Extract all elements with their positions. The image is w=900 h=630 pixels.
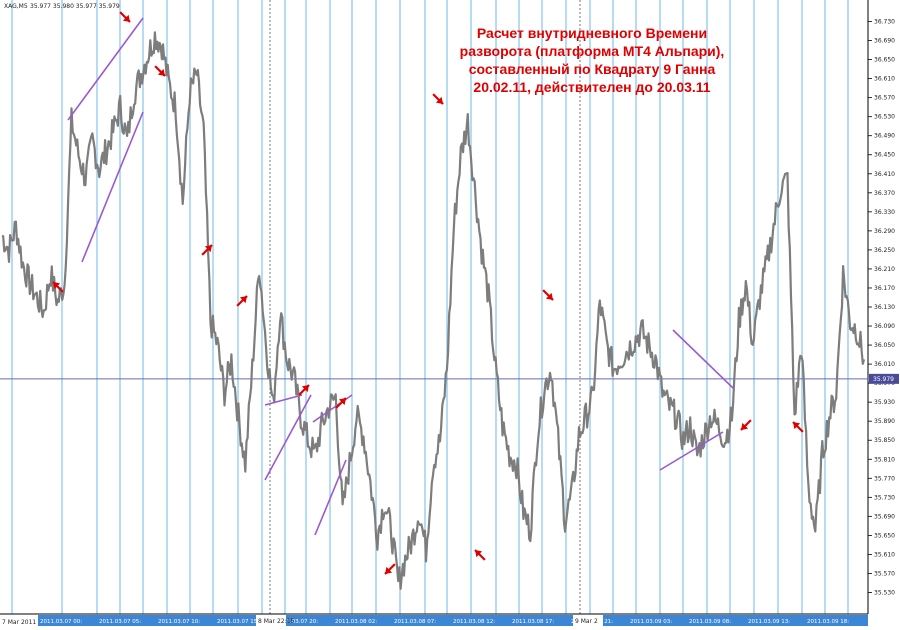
y-tick-label-16: 36.090 xyxy=(874,323,895,330)
trend-line-5 xyxy=(314,459,347,536)
reversal-arrow-1 xyxy=(154,65,166,77)
reversal-arrows xyxy=(52,11,804,575)
y-tick-label-8: 36.410 xyxy=(874,171,895,178)
reversal-arrow-8 xyxy=(384,563,396,575)
annotation-line-4: 20.02.11, действителен до 20.03.11 xyxy=(473,79,710,95)
x-mid-label-bg-1 xyxy=(573,615,603,626)
x-tick-label-0: 2011.03.07 00: xyxy=(40,619,82,625)
reversal-arrow-0 xyxy=(119,11,131,23)
y-tick-label-27: 35.650 xyxy=(874,532,895,539)
x-mid-label-1: 9 Mar 2 xyxy=(575,618,598,625)
trend-line-2 xyxy=(264,394,303,406)
y-axis: 36.730 36.690 36.650 36.610 36.570 36.530 36.4… xyxy=(867,0,895,614)
y-tick-label-30: 35.530 xyxy=(874,589,895,596)
reversal-arrow-12 xyxy=(792,421,804,433)
x-tick-label-4: 2011.03.07 20: xyxy=(276,619,318,625)
y-tick-label-4: 36.570 xyxy=(874,95,895,102)
trend-lines xyxy=(67,17,734,536)
x-tick-left: 7 Mar 2011 xyxy=(2,619,36,626)
x-tick-label-1: 2011.03.07 05: xyxy=(99,619,141,625)
y-tick-label-7: 36.450 xyxy=(874,152,895,159)
trend-line-3 xyxy=(264,394,312,481)
y-tick-label-1: 36.690 xyxy=(874,38,895,45)
x-tick-label-7: 2011.03.08 12: xyxy=(453,619,495,625)
annotation-line-2: разворота (платформа МТ4 Альпари), xyxy=(460,43,725,59)
x-tick-label-6: 2011.03.08 07: xyxy=(394,619,436,625)
series-line xyxy=(1,31,866,590)
y-tick-label-17: 36.050 xyxy=(874,342,895,349)
x-tick-label-12: 2011.03.09 13: xyxy=(748,619,790,625)
y-tick-label-18: 36.010 xyxy=(874,361,895,368)
y-tick-label-6: 36.490 xyxy=(874,133,895,140)
y-tick-label-13: 36.210 xyxy=(874,266,895,273)
y-tick-label-5: 36.530 xyxy=(874,114,895,121)
x-tick-label-5: 2011.03.08 02: xyxy=(335,619,377,625)
x-tick-label-10: 2011.03.09 03: xyxy=(630,619,672,625)
x-mid-label-bg-0 xyxy=(256,615,286,626)
reversal-arrow-4 xyxy=(52,281,64,293)
plot-background xyxy=(0,0,868,614)
y-tick-label-23: 35.810 xyxy=(874,456,895,463)
x-tick-label-13: 2011.03.09 18: xyxy=(807,619,849,625)
y-tick-label-20: 35.930 xyxy=(874,399,895,406)
x-tick-label-2: 2011.03.07 10: xyxy=(158,619,200,625)
annotation-line-3: составленный по Квадрату 9 Ганна xyxy=(469,61,716,77)
x-axis-band xyxy=(38,615,868,626)
y-tick-label-21: 35.890 xyxy=(874,418,895,425)
x-tick-label-11: 2011.03.09 08: xyxy=(689,619,731,625)
y-tick-label-29: 35.570 xyxy=(874,570,895,577)
y-tick-label-28: 35.610 xyxy=(874,551,895,558)
y-axis-background xyxy=(868,0,900,630)
annotation-line-1: Расчет внутридневного Времени xyxy=(477,25,707,41)
reversal-arrow-11 xyxy=(740,419,752,431)
reversal-arrow-7 xyxy=(432,93,444,105)
reversal-arrow-9 xyxy=(474,549,486,561)
y-tick-label-10: 36.330 xyxy=(874,209,895,216)
reversal-arrow-5 xyxy=(298,384,310,396)
y-tick-label-25: 35.730 xyxy=(874,494,895,501)
y-tick-label-24: 35.770 xyxy=(874,475,895,482)
y-tick-label-15: 36.130 xyxy=(874,304,895,311)
trend-line-1 xyxy=(81,111,144,263)
y-tick-label-22: 35.850 xyxy=(874,437,895,444)
reversal-arrow-6 xyxy=(335,397,347,409)
trend-line-6 xyxy=(672,329,734,389)
y-tick-label-14: 36.170 xyxy=(874,285,895,292)
chart-header-ohlc: 35.977 35.980 35.977 35.979 xyxy=(30,3,120,10)
trend-line-0 xyxy=(67,17,144,121)
y-tick-label-11: 36.290 xyxy=(874,228,895,235)
reversal-arrow-10 xyxy=(542,289,554,301)
x-mid-label-0: 8 Mar 22:15 xyxy=(258,618,294,625)
x-axis: 2011.03.07 00: 2011.03.07 05: 2011.03.07 1… xyxy=(0,613,900,630)
x-tick-label-3: 2011.03.07 15: xyxy=(217,619,259,625)
reversal-arrow-3 xyxy=(236,295,248,307)
y-tick-label-12: 36.250 xyxy=(874,247,895,254)
reversal-arrow-2 xyxy=(201,244,213,256)
chart-header-symbol: XAG,M5 xyxy=(4,3,28,10)
y-tick-label-26: 35.690 xyxy=(874,513,895,520)
y-tick-label-2: 36.650 xyxy=(874,57,895,64)
current-price-tag xyxy=(869,373,899,384)
y-tick-label-9: 36.370 xyxy=(874,190,895,197)
trend-line-7 xyxy=(659,431,724,471)
x-tick-label-8: 2011.03.08 17: xyxy=(512,619,554,625)
y-tick-label-0: 36.730 xyxy=(874,19,895,26)
current-price-label: 35.979 xyxy=(873,376,894,383)
y-tick-label-3: 36.610 xyxy=(874,76,895,83)
